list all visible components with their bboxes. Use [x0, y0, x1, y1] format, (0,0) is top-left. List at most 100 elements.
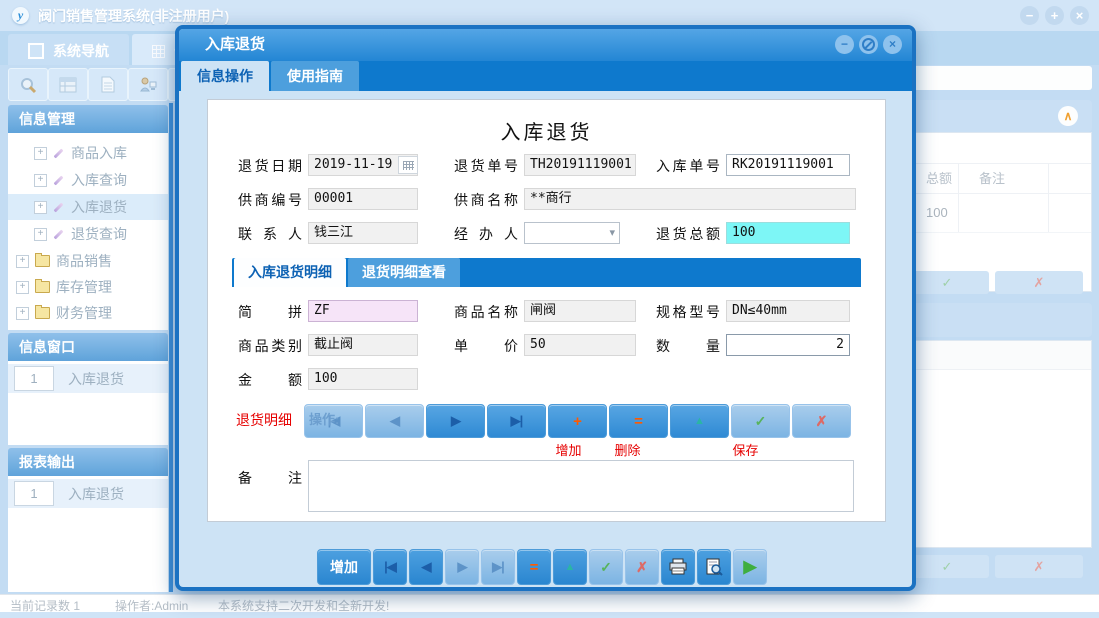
sidebar-splitter[interactable]: [169, 103, 173, 592]
handler-combo[interactable]: ▾: [524, 222, 620, 244]
dialog-minimize-icon[interactable]: −: [835, 35, 854, 54]
caption-add: 增加: [555, 443, 582, 458]
print-preview-button[interactable]: [697, 549, 731, 585]
tree-item-stockin-query[interactable]: + 入库查询: [8, 167, 168, 193]
stockin-no-field[interactable]: RK20191119001: [726, 154, 850, 176]
list-item[interactable]: 1 入库退货: [8, 364, 168, 393]
cancel-button[interactable]: ✗: [625, 549, 659, 585]
spec-field[interactable]: DN≤40mm: [726, 300, 850, 322]
detail-save-button[interactable]: ✓: [731, 404, 790, 438]
tree-item-label: 入库退货: [71, 199, 127, 215]
run-button[interactable]: ▶: [733, 549, 767, 585]
user-button[interactable]: [128, 68, 168, 101]
next-record-icon: ▶: [451, 413, 461, 428]
calendar-button[interactable]: [398, 156, 418, 174]
product-name-field[interactable]: 闸阀: [524, 300, 636, 322]
info-mgmt-tree: + 商品入库 + 入库查询 + 入库退货 + 退货查询 + 商品销售 + 库存管…: [8, 133, 168, 330]
detail-add-button[interactable]: +: [548, 404, 607, 438]
stockin-no-label: 入库单号: [656, 158, 720, 174]
bg-cancel-button[interactable]: ✗: [995, 271, 1083, 294]
price-field[interactable]: 50: [524, 334, 636, 356]
cancel-icon: ✗: [815, 412, 828, 429]
add-icon: +: [573, 412, 582, 430]
panel-header-report[interactable]: 报表输出: [8, 448, 168, 476]
close-icon[interactable]: ×: [1070, 6, 1089, 25]
dialog-slash-icon[interactable]: [859, 35, 878, 54]
return-date-label: 退货日期: [238, 158, 302, 174]
caption-delete: 删除: [614, 443, 641, 458]
maximize-icon[interactable]: +: [1045, 6, 1064, 25]
magnifier-icon: [21, 77, 37, 93]
row-label: 入库退货: [68, 485, 124, 502]
detail-last-button[interactable]: ▶|: [487, 404, 546, 438]
bg-confirm-button2[interactable]: ✓: [905, 555, 989, 578]
tree-item-label: 退货查询: [71, 226, 127, 242]
detail-first-button[interactable]: 操作: |◀: [304, 404, 363, 438]
grid-window-button[interactable]: [48, 68, 88, 101]
detail-next-button[interactable]: ▶: [426, 404, 485, 438]
first-button[interactable]: |◀: [373, 549, 407, 585]
preview-button[interactable]: [8, 68, 48, 101]
tree-item-inventory[interactable]: + 库存管理: [8, 274, 168, 300]
expand-icon[interactable]: +: [16, 280, 29, 294]
prev-record-icon: ◀: [421, 559, 432, 574]
dialog-titlebar[interactable]: 入库退货 − ×: [179, 29, 912, 61]
category-field[interactable]: 截止阀: [308, 334, 418, 356]
dialog-tab-info-ops[interactable]: 信息操作: [181, 61, 269, 91]
collapse-chevron-icon[interactable]: ∧: [1058, 106, 1078, 126]
document-icon: [101, 76, 115, 93]
supplier-no-label: 供商编号: [238, 192, 302, 208]
add-record-button[interactable]: 增加: [317, 549, 371, 585]
user-computer-icon: [140, 77, 157, 92]
dialog-tab-guide[interactable]: 使用指南: [271, 61, 359, 91]
expand-icon[interactable]: +: [34, 173, 47, 187]
bg-cancel-button2[interactable]: ✗: [995, 555, 1083, 578]
document-button[interactable]: [88, 68, 128, 101]
expand-icon[interactable]: +: [34, 200, 47, 214]
panel-header-info-mgmt[interactable]: 信息管理: [8, 105, 168, 133]
minimize-icon[interactable]: −: [1020, 6, 1039, 25]
dialog-close-icon[interactable]: ×: [883, 35, 902, 54]
detail-tab-view[interactable]: 退货明细查看: [348, 258, 460, 287]
contact-field[interactable]: 钱三江: [308, 222, 418, 244]
save-button[interactable]: ✓: [589, 549, 623, 585]
prev-button[interactable]: ◀: [409, 549, 443, 585]
pinyin-field[interactable]: ZF: [308, 300, 418, 322]
amount-field[interactable]: 100: [308, 368, 418, 390]
total-field[interactable]: 100: [726, 222, 850, 244]
bg-confirm-button[interactable]: ✓: [905, 271, 989, 294]
detail-prev-button[interactable]: ◀: [365, 404, 424, 438]
tree-item-stockin-return[interactable]: + 入库退货: [8, 194, 168, 220]
wand-icon: [53, 229, 64, 239]
detail-edit-button[interactable]: ▲: [670, 404, 729, 438]
supplier-name-field[interactable]: **商行: [524, 188, 856, 210]
detail-tab-list[interactable]: 入库退货明细: [234, 258, 346, 287]
qty-field[interactable]: 2: [726, 334, 850, 356]
grid-icon: [152, 44, 165, 58]
tab-system-nav[interactable]: 系统导航: [8, 34, 129, 68]
expand-icon[interactable]: +: [34, 146, 47, 160]
save-icon: ✓: [600, 558, 612, 575]
total-label: 退货总额: [656, 226, 720, 242]
last-button[interactable]: ▶|: [481, 549, 515, 585]
list-item[interactable]: 1 入库退货: [8, 479, 168, 508]
tree-item-finance[interactable]: + 财务管理: [8, 300, 168, 326]
edit-button[interactable]: ▲: [553, 549, 587, 585]
panel-header-info-window[interactable]: 信息窗口: [8, 333, 168, 361]
tree-item-sales[interactable]: + 商品销售: [8, 248, 168, 274]
expand-icon[interactable]: +: [16, 306, 29, 320]
print-button[interactable]: [661, 549, 695, 585]
expand-icon[interactable]: +: [34, 227, 47, 241]
next-button[interactable]: ▶: [445, 549, 479, 585]
delete-button[interactable]: =: [517, 549, 551, 585]
return-no-field[interactable]: TH20191119001: [524, 154, 636, 176]
last-record-icon: ▶|: [492, 559, 505, 574]
detail-cancel-button[interactable]: ✗: [792, 404, 851, 438]
supplier-no-field[interactable]: 00001: [308, 188, 418, 210]
tree-item-return-query[interactable]: + 退货查询: [8, 221, 168, 247]
expand-icon[interactable]: +: [16, 254, 29, 268]
detail-delete-button[interactable]: =: [609, 404, 668, 438]
tree-item-goods-in[interactable]: + 商品入库: [8, 140, 168, 166]
remark-input[interactable]: [308, 460, 854, 512]
grid-header-blank: [1049, 164, 1091, 193]
